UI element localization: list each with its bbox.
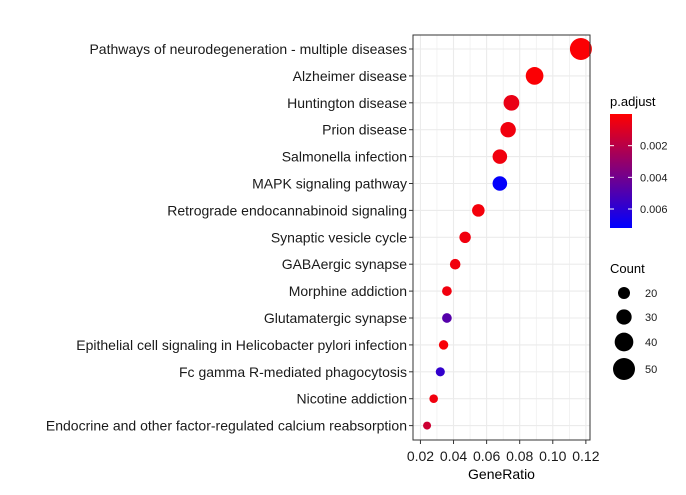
data-point — [459, 231, 471, 244]
data-point — [429, 394, 438, 403]
count-legend-keys: 20 30 40 50 — [613, 287, 657, 380]
count-legend-key — [613, 358, 635, 380]
x-axis-ticks: 0.02 0.04 0.06 0.08 0.10 0.12 — [407, 440, 600, 464]
colorbar-tick-label: 0.004 — [640, 172, 668, 184]
data-point — [500, 121, 516, 138]
colorbar-tick-label: 0.002 — [640, 141, 668, 153]
category-label: Fc gamma R-mediated phagocytosis — [179, 364, 407, 380]
padjust-colorbar — [610, 114, 632, 228]
category-label: Alzheimer disease — [293, 68, 408, 84]
count-legend-key — [616, 309, 632, 325]
category-label: Pathways of neurodegeneration - multiple… — [89, 41, 407, 57]
category-label: Epithelial cell signaling in Helicobacte… — [76, 337, 407, 353]
category-label: Salmonella infection — [282, 149, 407, 165]
x-tick-label: 0.02 — [407, 448, 434, 464]
x-tick-label: 0.12 — [572, 448, 599, 464]
data-point — [449, 258, 461, 270]
x-tick-label: 0.04 — [440, 448, 467, 464]
category-label: Retrograde endocannabinoid signaling — [167, 202, 407, 218]
grid-lines — [413, 35, 590, 440]
category-label: Endocrine and other factor-regulated cal… — [46, 418, 407, 434]
count-legend-label: 40 — [645, 337, 657, 349]
data-point — [525, 67, 544, 85]
category-label: Morphine addiction — [289, 283, 407, 299]
count-legend-key — [614, 332, 634, 352]
data-point — [503, 94, 520, 111]
category-labels: Pathways of neurodegeneration - multiple… — [46, 41, 413, 434]
x-axis-title: GeneRatio — [468, 466, 535, 482]
colorbar-tick-label: 0.006 — [640, 204, 668, 216]
data-point — [442, 313, 452, 323]
data-point — [442, 286, 452, 296]
padjust-legend-ticks: 0.002 0.004 0.006 — [610, 141, 668, 216]
count-legend-label: 30 — [645, 312, 657, 324]
count-legend-title: Count — [610, 261, 645, 276]
category-label: Synaptic vesicle cycle — [271, 229, 407, 245]
count-legend: Count 20 30 40 50 — [610, 261, 657, 380]
category-label: Huntington disease — [287, 95, 407, 111]
x-tick-label: 0.08 — [506, 448, 533, 464]
data-point — [438, 340, 449, 350]
padjust-legend-title: p.adjust — [610, 94, 656, 109]
category-label: Glutamatergic synapse — [264, 310, 407, 326]
padjust-legend: p.adjust 0.002 0.004 0.006 — [610, 94, 668, 228]
data-point — [435, 367, 445, 377]
x-tick-label: 0.10 — [539, 448, 566, 464]
data-point — [492, 149, 508, 164]
count-legend-key — [618, 287, 630, 299]
category-label: Prion disease — [322, 122, 407, 138]
data-point — [492, 176, 508, 191]
category-label: GABAergic synapse — [282, 256, 407, 272]
x-tick-label: 0.06 — [473, 448, 500, 464]
count-legend-label: 20 — [645, 288, 657, 300]
data-point — [569, 38, 592, 60]
data-point — [423, 421, 432, 430]
data-point — [472, 204, 485, 217]
count-legend-label: 50 — [645, 364, 657, 376]
category-label: Nicotine addiction — [296, 391, 407, 407]
category-label: MAPK signaling pathway — [252, 176, 407, 192]
data-points — [423, 38, 592, 430]
